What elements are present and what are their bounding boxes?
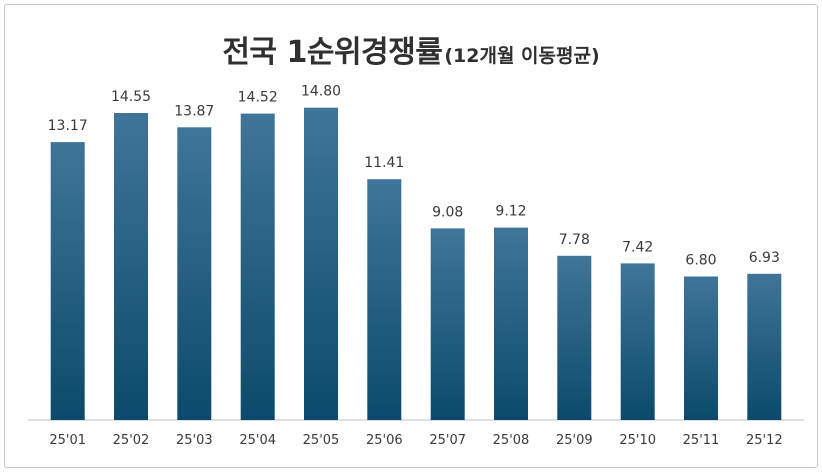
bar-25'10	[620, 263, 655, 420]
x-tick-label-25'09: 25'09	[556, 433, 593, 448]
value-label-25'05: 14.80	[301, 84, 341, 100]
bar-25'04	[240, 113, 275, 420]
x-tick-label-25'03: 25'03	[176, 433, 213, 448]
x-tick-label-25'12: 25'12	[746, 433, 783, 448]
value-label-25'01: 13.17	[48, 118, 88, 134]
value-label-25'08: 9.12	[495, 204, 526, 220]
x-tick-label-25'01: 25'01	[49, 433, 86, 448]
x-tick-label-25'02: 25'02	[113, 433, 150, 448]
x-tick-label-25'10: 25'10	[619, 433, 656, 448]
value-label-25'06: 11.41	[364, 155, 404, 171]
bar-25'09	[557, 255, 592, 420]
value-label-25'07: 9.08	[432, 204, 463, 220]
value-label-25'09: 7.78	[559, 232, 590, 248]
bar-25'03	[177, 127, 212, 421]
x-tick-label-25'08: 25'08	[493, 433, 530, 448]
value-label-25'04: 14.52	[238, 90, 278, 106]
value-label-25'03: 13.87	[174, 103, 214, 119]
x-tick-label-25'07: 25'07	[429, 433, 466, 448]
bar-25'08	[494, 227, 528, 420]
bar-25'06	[367, 179, 402, 420]
x-tick-label-25'05: 25'05	[303, 433, 340, 448]
chart-title: 전국 1순위경쟁률	[222, 35, 443, 70]
x-tick-label-25'11: 25'11	[683, 433, 720, 448]
bar-25'01	[50, 142, 85, 420]
chart-title-block: 전국 1순위경쟁률 (12개월 이동평균)	[5, 27, 817, 71]
chart-subtitle: (12개월 이동평균)	[444, 45, 600, 67]
value-label-25'11: 6.80	[685, 253, 716, 269]
x-tick-label-25'06: 25'06	[366, 433, 403, 448]
value-label-25'02: 14.55	[111, 89, 151, 105]
value-label-25'10: 7.42	[622, 239, 653, 255]
bar-25'07	[430, 228, 465, 420]
bar-25'02	[114, 113, 148, 420]
bar-25'05	[304, 107, 338, 420]
x-tick-label-25'04: 25'04	[239, 433, 276, 448]
bar-25'11	[684, 276, 718, 420]
value-label-25'12: 6.93	[749, 250, 780, 266]
bar-25'12	[747, 273, 782, 420]
